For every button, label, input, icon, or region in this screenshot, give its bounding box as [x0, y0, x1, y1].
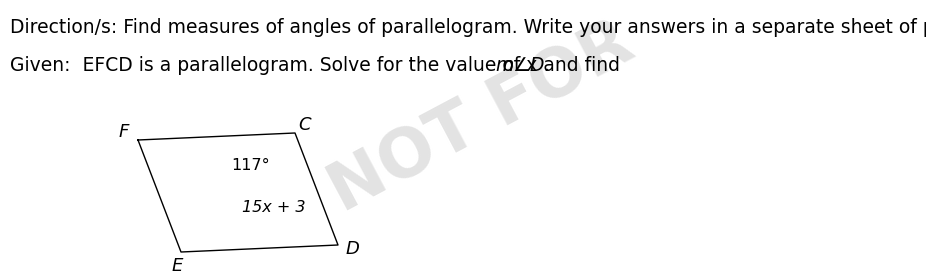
Text: Given:  EFCD is a parallelogram. Solve for the value of x and find: Given: EFCD is a parallelogram. Solve fo…: [10, 56, 626, 75]
Text: E: E: [171, 257, 182, 275]
Text: m∠D.: m∠D.: [495, 56, 551, 75]
Text: D: D: [345, 240, 359, 258]
Text: 15x + 3: 15x + 3: [242, 200, 305, 215]
Text: 117°: 117°: [232, 158, 270, 173]
Text: Direction/s: Find measures of angles of parallelogram. Write your answers in a s: Direction/s: Find measures of angles of …: [10, 18, 926, 37]
Text: C: C: [299, 116, 311, 134]
Text: NOT FOR: NOT FOR: [319, 10, 644, 225]
Text: F: F: [119, 123, 130, 141]
